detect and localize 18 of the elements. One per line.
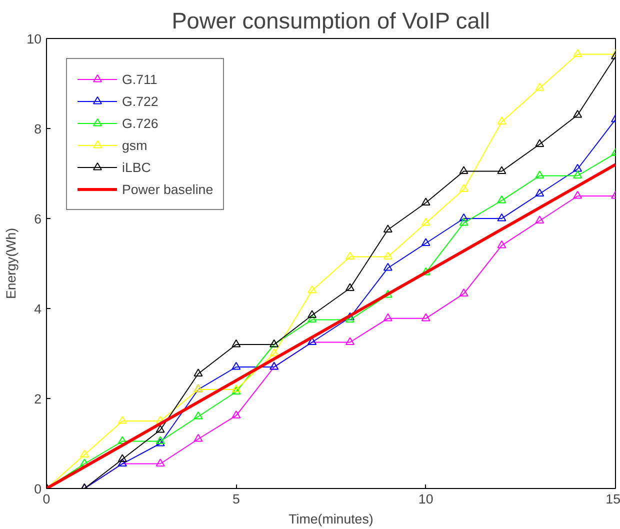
chart-title: Power consumption of VoIP call [172, 8, 490, 34]
x-tick-label: 5 [232, 492, 240, 506]
y-tick-label: 4 [34, 302, 42, 316]
legend-label: iLBC [122, 160, 151, 174]
legend-label: G.726 [122, 116, 158, 130]
x-tick-label: 15 [606, 492, 620, 506]
y-tick-label: 6 [34, 212, 42, 226]
y-tick-label: 8 [34, 122, 42, 136]
legend-label: G.722 [122, 94, 158, 108]
y-tick-label: 2 [34, 392, 42, 406]
legend-label: gsm [122, 138, 148, 152]
y-axis-title: Energy(Wh) [4, 228, 19, 300]
legend-label: Power baseline [122, 182, 214, 196]
y-tick-label: 10 [26, 32, 42, 46]
x-tick-label: 10 [418, 492, 434, 506]
legend-label: G.711 [122, 72, 158, 86]
x-axis-title: Time(minutes) [288, 512, 374, 526]
y-tick-label: 0 [34, 482, 42, 496]
